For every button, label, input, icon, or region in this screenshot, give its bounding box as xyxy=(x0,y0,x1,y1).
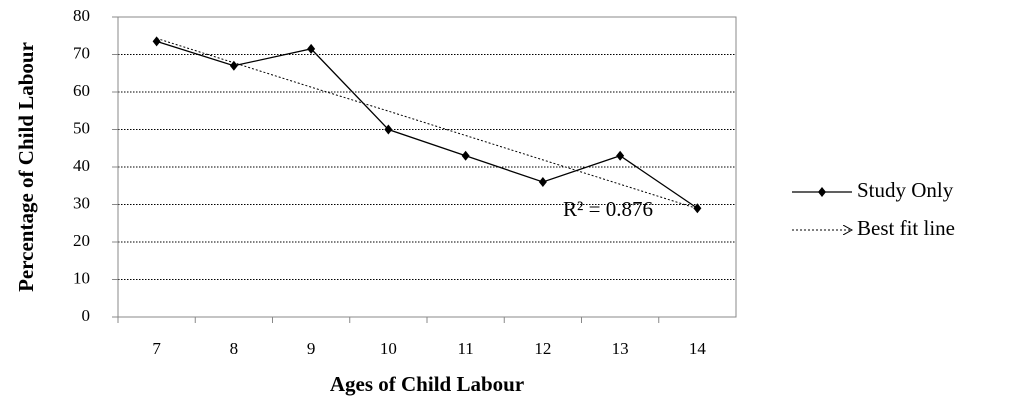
legend-marker xyxy=(818,187,826,197)
x-tick-label: 10 xyxy=(380,339,397,358)
y-tick-label: 0 xyxy=(82,306,91,325)
legend-label: Best fit line xyxy=(857,216,955,240)
y-tick-label: 50 xyxy=(73,118,90,137)
y-tick-label: 80 xyxy=(73,6,90,25)
y-tick-label: 70 xyxy=(73,43,90,62)
x-tick-label: 14 xyxy=(689,339,707,358)
point xyxy=(538,177,547,187)
y-tick-label: 20 xyxy=(73,231,90,250)
series-line xyxy=(156,40,698,209)
trend-line xyxy=(156,37,698,210)
point xyxy=(616,150,625,161)
point xyxy=(307,43,316,54)
x-tick-label: 8 xyxy=(230,339,239,358)
point xyxy=(152,36,161,47)
annotation: R² = 0.876 xyxy=(563,197,653,221)
x-tick-label: 11 xyxy=(457,339,473,358)
x-tick-label: 9 xyxy=(307,339,316,358)
x-tick-label: 12 xyxy=(534,339,551,358)
y-tick-label: 40 xyxy=(73,156,90,175)
y-tick-label: 60 xyxy=(73,81,90,100)
legend-label: Study Only xyxy=(857,178,954,202)
point xyxy=(229,60,238,71)
y-tick-label: 10 xyxy=(73,268,90,287)
x-tick-label: 13 xyxy=(612,339,629,358)
point xyxy=(384,124,393,135)
point xyxy=(693,203,702,214)
x-axis-label: Ages of Child Labour xyxy=(330,372,524,396)
y-tick-label: 30 xyxy=(73,193,90,212)
y-axis-label: Percentage of Child Labour xyxy=(14,42,38,292)
point xyxy=(461,150,470,161)
x-tick-label: 7 xyxy=(152,339,161,358)
